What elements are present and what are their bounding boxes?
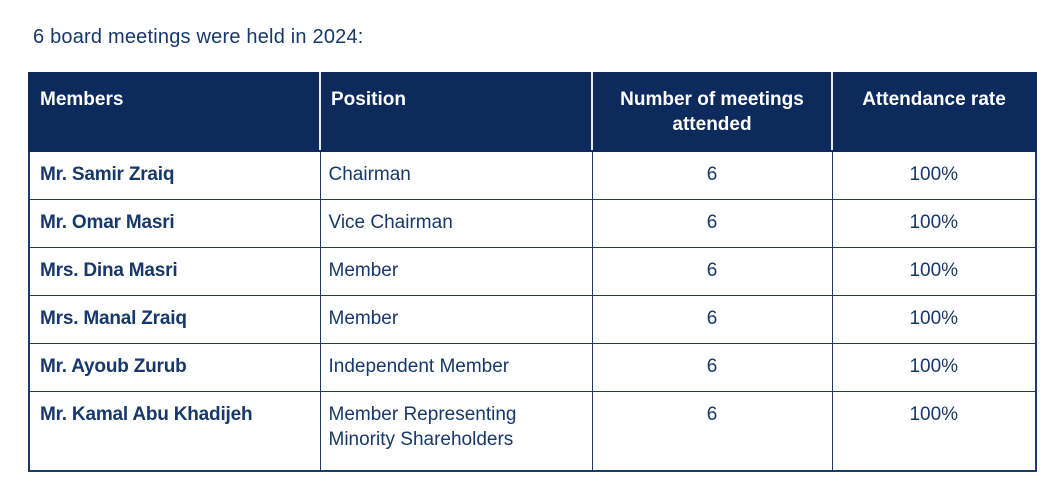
table-header: Members Position Number of meetings atte…	[28, 72, 1037, 152]
meetings-attended-cell: 6	[591, 199, 833, 248]
column-header-members: Members	[28, 72, 321, 152]
column-header-meetings-attended: Number of meetings attended	[591, 72, 833, 152]
meetings-attended-cell: 6	[591, 391, 833, 472]
position-cell: Vice Chairman	[319, 199, 593, 248]
attendance-rate-cell: 100%	[831, 150, 1037, 200]
member-name-cell: Mr. Samir Zraiq	[28, 150, 321, 200]
meetings-attended-cell: 6	[591, 247, 833, 296]
table-row: Mr. Samir Zraiq Chairman 6 100%	[28, 150, 1037, 200]
member-name-cell: Mr. Omar Masri	[28, 199, 321, 248]
attendance-rate-cell: 100%	[831, 343, 1037, 392]
table-body: Mr. Samir Zraiq Chairman 6 100% Mr. Omar…	[28, 150, 1037, 472]
attendance-rate-cell: 100%	[831, 295, 1037, 344]
member-name-cell: Mr. Kamal Abu Khadijeh	[28, 391, 321, 472]
meetings-attended-cell: 6	[591, 150, 833, 200]
column-header-position: Position	[319, 72, 593, 152]
member-name-cell: Mr. Ayoub Zurub	[28, 343, 321, 392]
page-title: 6 board meetings were held in 2024:	[33, 26, 364, 48]
meetings-attended-cell: 6	[591, 343, 833, 392]
table-row: Mr. Ayoub Zurub Independent Member 6 100…	[28, 343, 1037, 392]
board-meetings-table: Members Position Number of meetings atte…	[28, 72, 1037, 472]
member-name-cell: Mrs. Dina Masri	[28, 247, 321, 296]
attendance-rate-cell: 100%	[831, 391, 1037, 472]
attendance-rate-cell: 100%	[831, 247, 1037, 296]
position-cell: Independent Member	[319, 343, 593, 392]
position-cell: Member	[319, 247, 593, 296]
position-cell: Member	[319, 295, 593, 344]
header-row: Members Position Number of meetings atte…	[28, 72, 1037, 152]
meetings-attended-cell: 6	[591, 295, 833, 344]
table-row: Mr. Omar Masri Vice Chairman 6 100%	[28, 199, 1037, 248]
table-row: Mr. Kamal Abu Khadijeh Member Representi…	[28, 391, 1037, 472]
member-name-cell: Mrs. Manal Zraiq	[28, 295, 321, 344]
attendance-rate-cell: 100%	[831, 199, 1037, 248]
position-cell: Member Representing Minority Shareholder…	[319, 391, 593, 472]
table-row: Mrs. Dina Masri Member 6 100%	[28, 247, 1037, 296]
position-cell: Chairman	[319, 150, 593, 200]
column-header-attendance-rate: Attendance rate	[831, 72, 1037, 152]
table-row: Mrs. Manal Zraiq Member 6 100%	[28, 295, 1037, 344]
